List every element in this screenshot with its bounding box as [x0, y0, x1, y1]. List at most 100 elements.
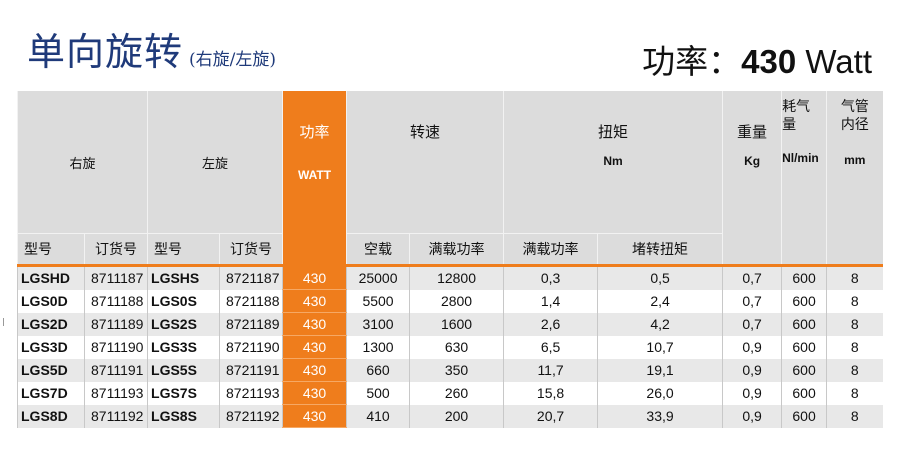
air-header-label: 耗气量 — [782, 98, 811, 132]
group-power: 功率 WATT — [282, 91, 347, 266]
hose-header-unit: mm — [844, 153, 866, 167]
right-order-number: 8711188 — [83, 289, 148, 313]
right-model: LGS5D — [17, 358, 85, 382]
torque-load: 2,6 — [503, 312, 598, 336]
torque-stall: 0,5 — [597, 265, 723, 290]
torque-load: 6,5 — [503, 335, 598, 359]
col-torque-load: 满载功率 — [503, 233, 598, 266]
right-model: LGS2D — [17, 312, 85, 336]
right-order-number: 8711193 — [83, 381, 148, 405]
col-speed-load: 满载功率 — [409, 233, 504, 266]
table-row: LGS8D 8711192 LGS8S 8721192 430 410 200 … — [17, 404, 883, 428]
power-value: 430 — [282, 289, 347, 313]
air-consumption: 600 — [781, 381, 827, 405]
left-order-number: 8721191 — [219, 358, 283, 382]
weight: 0,9 — [722, 404, 782, 428]
weight: 0,7 — [722, 289, 782, 313]
speed-idle: 1300 — [346, 335, 410, 359]
left-model: LGS3S — [147, 335, 220, 359]
left-order-number: 8721189 — [219, 312, 283, 336]
col-right-order: 订货号 — [83, 233, 148, 266]
speed-idle: 5500 — [346, 289, 410, 313]
hose-diameter: 8 — [826, 265, 883, 290]
power-value: 430 — [282, 381, 347, 405]
torque-stall: 33,9 — [597, 404, 723, 428]
right-model: LGSHD — [17, 265, 85, 290]
col-torque-stall: 堵转扭矩 — [597, 233, 723, 266]
hose-diameter: 8 — [826, 404, 883, 428]
group-left-rotation: 左旋 — [147, 91, 283, 234]
power-value: 430 — [282, 312, 347, 336]
speed-load: 350 — [409, 358, 504, 382]
left-model: LGS2S — [147, 312, 220, 336]
right-order-number: 8711187 — [83, 265, 148, 290]
speed-load: 2800 — [409, 289, 504, 313]
left-order-number: 8721187 — [219, 265, 283, 290]
power-header-unit: WATT — [297, 168, 332, 182]
air-consumption: 600 — [781, 312, 827, 336]
table-row: LGS7D 8711193 LGS7S 8721193 430 500 260 … — [17, 381, 883, 405]
power-value: 430 — [282, 404, 347, 428]
torque-stall: 19,1 — [597, 358, 723, 382]
power-unit: Watt — [805, 43, 872, 80]
table-row: LGS3D 8711190 LGS3S 8721190 430 1300 630… — [17, 335, 883, 359]
hose-diameter: 8 — [826, 335, 883, 359]
hose-diameter: 8 — [826, 358, 883, 382]
torque-load: 11,7 — [503, 358, 598, 382]
left-model: LGS0S — [147, 289, 220, 313]
power-label: 功率： — [642, 43, 742, 80]
hose-diameter: 8 — [826, 289, 883, 313]
air-consumption: 600 — [781, 358, 827, 382]
torque-stall: 2,4 — [597, 289, 723, 313]
right-model: LGS0D — [17, 289, 85, 313]
power-header-label: 功率 — [299, 124, 330, 141]
col-left-order: 订货号 — [219, 233, 283, 266]
col-left-model: 型号 — [147, 233, 220, 266]
air-consumption: 600 — [781, 404, 827, 428]
right-order-number: 8711189 — [83, 312, 148, 336]
left-order-number: 8721193 — [219, 381, 283, 405]
speed-load: 12800 — [409, 265, 504, 290]
group-right-rotation: 右旋 — [16, 91, 148, 234]
page-title: 单向旋转 (右旋/左旋) — [27, 30, 276, 82]
col-speed-idle: 空载 — [346, 233, 410, 266]
torque-stall: 26,0 — [597, 381, 723, 405]
left-order-number: 8721190 — [219, 335, 283, 359]
weight: 0,9 — [722, 335, 782, 359]
power-rating: 功率：430 Watt — [642, 42, 872, 82]
right-order-number: 8711191 — [83, 358, 148, 382]
weight: 0,7 — [722, 312, 782, 336]
group-speed: 转速 — [346, 91, 504, 234]
group-torque: 扭矩 Nm — [503, 91, 723, 234]
left-model: LGS8S — [147, 404, 220, 428]
weight: 0,9 — [722, 358, 782, 382]
speed-idle: 500 — [346, 381, 410, 405]
power-value: 430 — [741, 43, 797, 80]
header-row-groups: 右旋 左旋 功率 WATT 转速 扭矩 Nm 重量 Kg 耗气量 Nl/min … — [16, 91, 883, 266]
table-row: LGS2D 8711189 LGS2S 8721189 430 3100 160… — [17, 312, 883, 336]
title-main: 单向旋转 — [27, 30, 184, 74]
margin-mark — [3, 318, 8, 326]
right-order-number: 8711192 — [83, 404, 148, 428]
speed-load: 630 — [409, 335, 504, 359]
speed-load: 200 — [409, 404, 504, 428]
torque-stall: 10,7 — [597, 335, 723, 359]
torque-header-unit: Nm — [603, 154, 623, 168]
torque-header-label: 扭矩 — [598, 124, 629, 141]
hose-header-label: 气管内径 — [840, 98, 869, 132]
torque-load: 0,3 — [503, 265, 598, 290]
weight-header-unit: Kg — [744, 154, 761, 168]
power-value: 430 — [282, 265, 347, 290]
air-consumption: 600 — [781, 335, 827, 359]
right-order-number: 8711190 — [83, 335, 148, 359]
air-header-unit: Nl/min — [782, 151, 819, 165]
torque-stall: 4,2 — [597, 312, 723, 336]
speed-idle: 25000 — [346, 265, 410, 290]
left-model: LGSHS — [147, 265, 220, 290]
speed-load: 1600 — [409, 312, 504, 336]
right-model: LGS3D — [17, 335, 85, 359]
col-right-model: 型号 — [17, 233, 85, 266]
left-order-number: 8721192 — [219, 404, 283, 428]
weight: 0,7 — [722, 265, 782, 290]
left-model: LGS5S — [147, 358, 220, 382]
